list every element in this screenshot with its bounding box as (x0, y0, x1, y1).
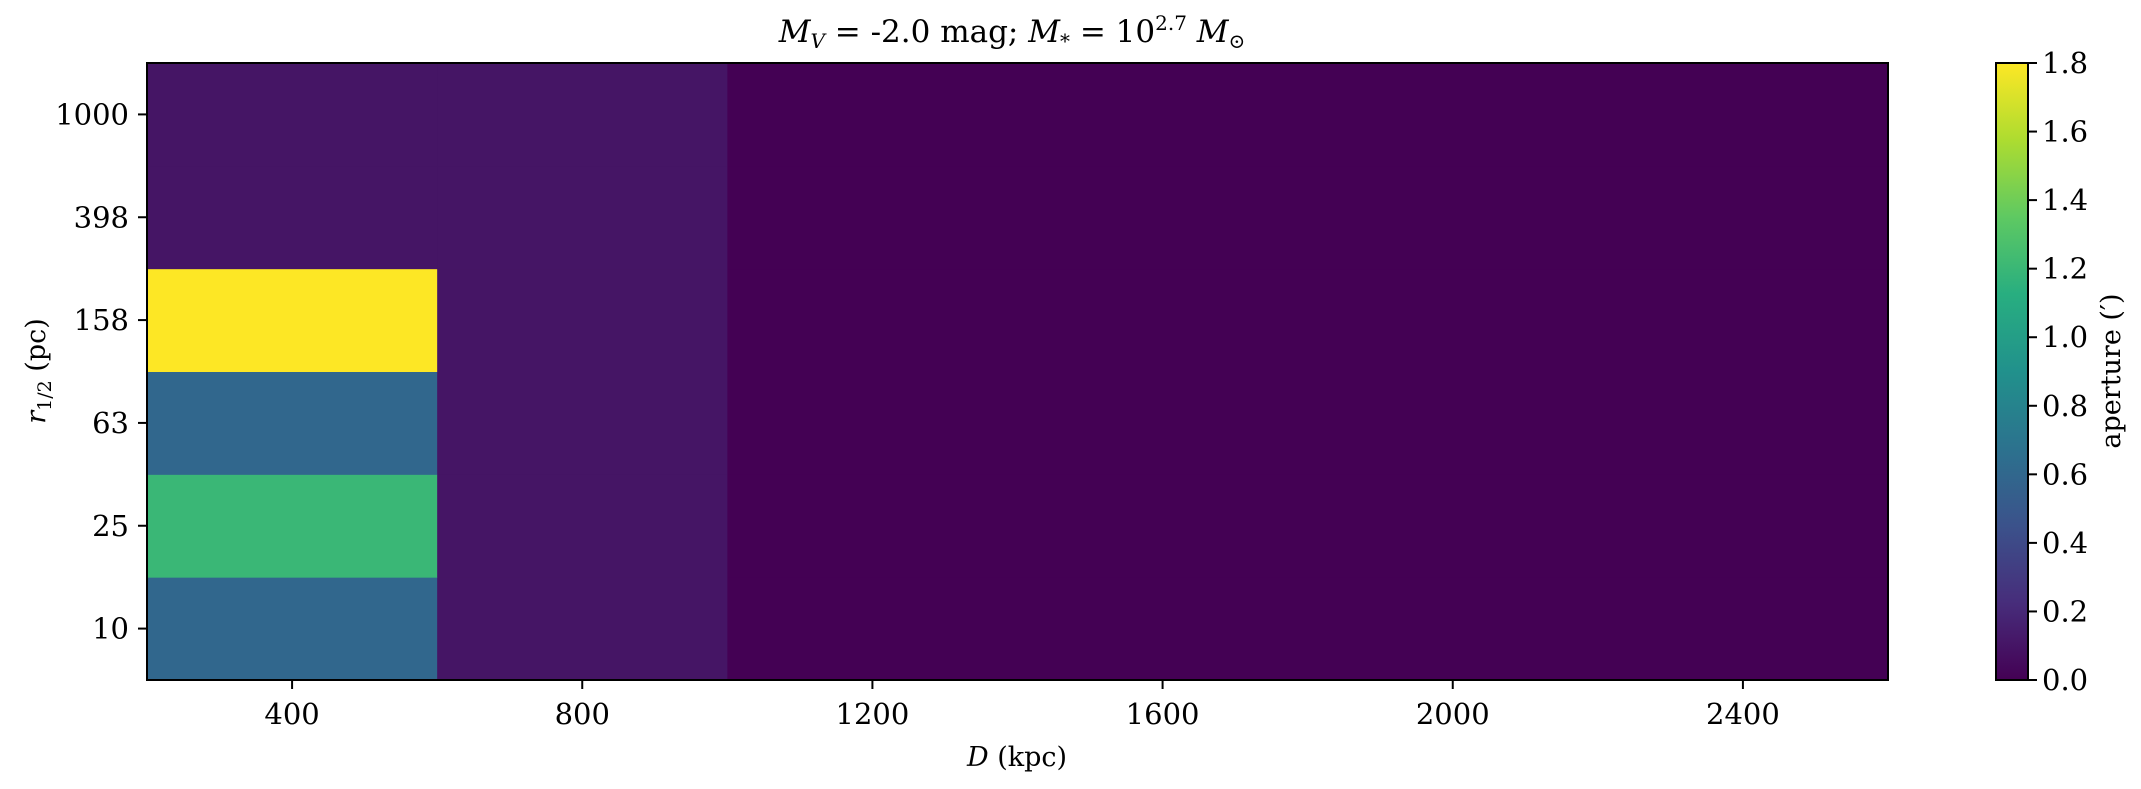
colorbar-label: aperture (′) (2096, 293, 2127, 448)
plot-frame (146, 62, 1889, 681)
x-tick-label: 1600 (1126, 697, 1200, 731)
heatmap-cell (147, 165, 438, 270)
heatmap-cell (727, 474, 1889, 578)
colorbar-tick-label: 0.8 (2042, 389, 2088, 423)
heatmap-cell (147, 268, 438, 372)
colorbar-tick-label: 1.0 (2042, 320, 2088, 354)
heatmap-cell (437, 371, 728, 475)
y-tick-label: 10 (92, 612, 129, 646)
colorbar-ticks: 0.0 0.2 0.4 0.6 0.8 1.0 1.2 1.4 1.6 1.8 (2028, 46, 2088, 697)
chart-title: MV = -2.0 mag; M* = 102.7 M⊙ (778, 11, 1246, 53)
colorbar-frame (1995, 62, 2029, 681)
heatmap-cell (437, 474, 728, 578)
y-tick-label: 398 (74, 200, 129, 234)
y-tick-label: 25 (92, 509, 129, 543)
x-tick-label: 400 (264, 697, 319, 731)
y-tick-label: 63 (92, 406, 129, 440)
heatmap-cell (727, 371, 1889, 475)
heatmap-cell (727, 165, 1889, 270)
x-tick-label: 800 (555, 697, 610, 731)
colorbar-tick-label: 1.8 (2042, 46, 2088, 80)
heatmap-cell (147, 577, 438, 681)
heatmap-cell (437, 165, 728, 270)
heatmap-cell (727, 268, 1889, 372)
heatmap-cell (147, 371, 438, 475)
heatmap-cells (147, 63, 1889, 681)
y-tick-label: 1000 (55, 97, 129, 131)
heatmap-cell (147, 474, 438, 578)
x-tick-label: 1200 (836, 697, 910, 731)
x-tick-label: 2400 (1706, 697, 1780, 731)
x-axis-ticks: 400 800 1200 1600 2000 2400 (264, 680, 1780, 731)
colorbar-tick-label: 1.2 (2042, 252, 2088, 286)
colorbar-tick-label: 0.4 (2042, 526, 2088, 560)
colorbar-tick-label: 1.6 (2042, 115, 2088, 149)
y-tick-label: 158 (74, 303, 129, 337)
y-axis-ticks: 10 25 63 158 398 1000 (55, 97, 147, 646)
colorbar-tick-label: 1.4 (2042, 183, 2088, 217)
x-axis-label: D (kpc) (966, 742, 1067, 773)
colorbar-tick-label: 0.0 (2042, 663, 2088, 697)
colorbar-tick-label: 0.2 (2042, 594, 2088, 628)
heatmap-cell (727, 63, 1889, 167)
heatmap-cell (437, 268, 728, 372)
heatmap-cell (727, 577, 1889, 681)
y-axis-label: r1/2 (pc) (21, 318, 56, 424)
colorbar-gradient (1996, 63, 2028, 680)
heatmap-cell (437, 63, 728, 167)
x-tick-label: 2000 (1416, 697, 1490, 731)
colorbar-tick-label: 0.6 (2042, 457, 2088, 491)
heatmap-cell (437, 577, 728, 681)
heatmap-cell (147, 63, 438, 167)
